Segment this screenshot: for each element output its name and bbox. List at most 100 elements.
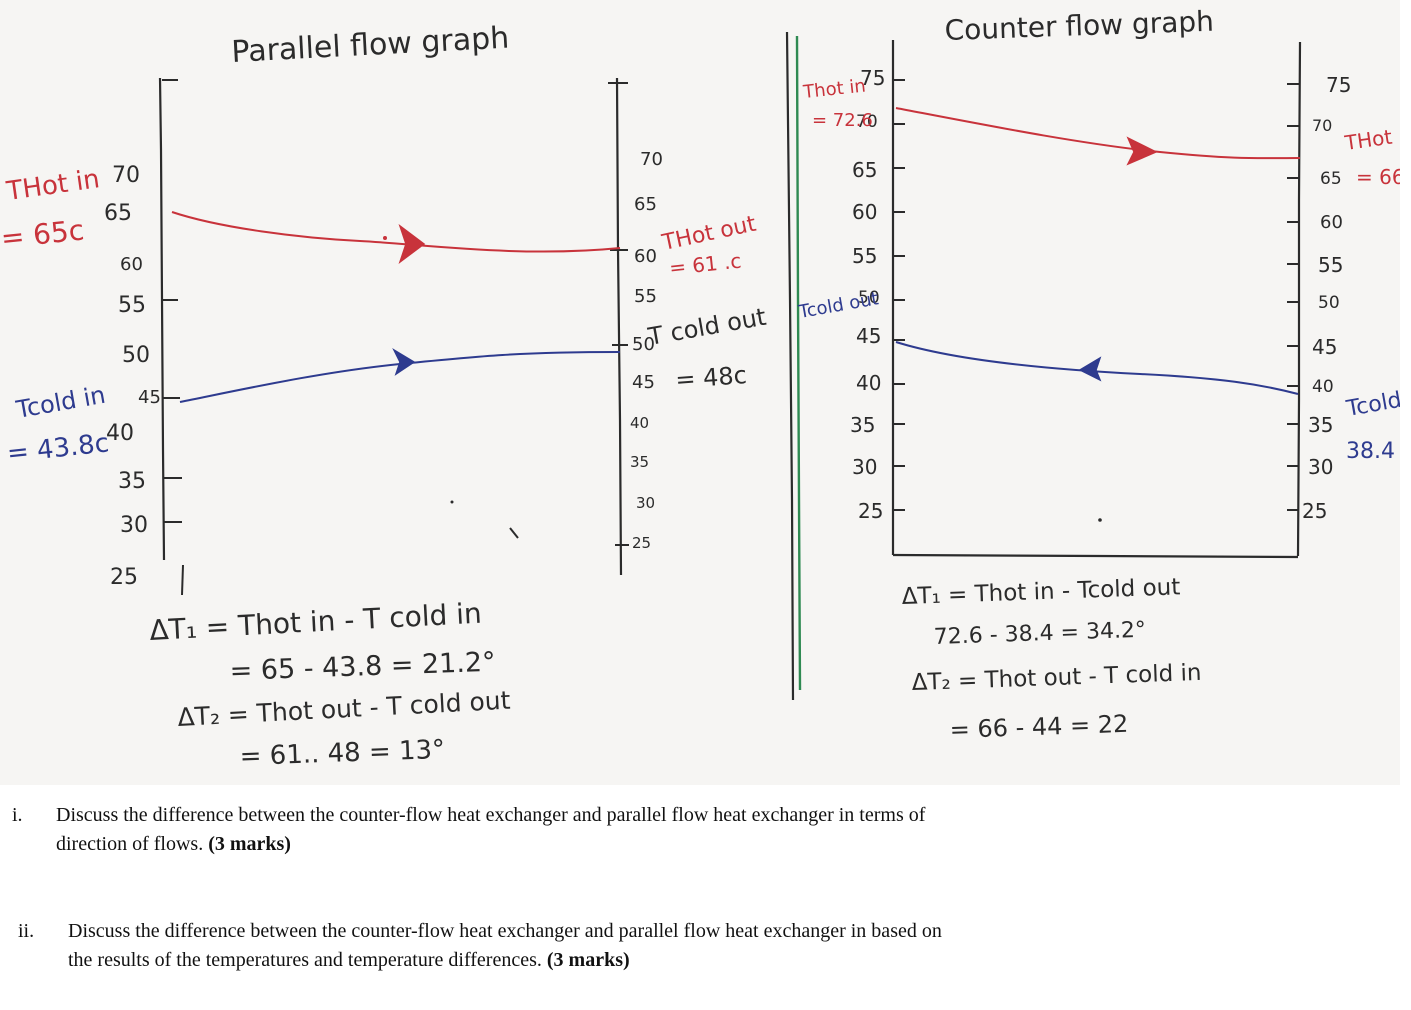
- parallel-right-tick: 35: [630, 453, 649, 471]
- counter-left-tick: 70: [856, 112, 878, 132]
- divider-line: [785, 31, 795, 701]
- counter-right-tick: 30: [1308, 455, 1333, 479]
- counter-right-tick: 70: [1312, 116, 1332, 135]
- counter-thot-in-label: Thot in: [801, 76, 866, 104]
- counter-tcold-in-label: Tcold: [1344, 388, 1400, 422]
- parallel-calc-line: ΔT₂ = Thot out - T cold out: [177, 686, 511, 732]
- parallel-tcold-in-value: = 43.8c: [6, 428, 111, 469]
- counter-left-tick: 55: [852, 244, 877, 268]
- counter-left-tick: 25: [858, 499, 883, 523]
- parallel-tcold-in-label: Tcold in: [13, 381, 107, 424]
- parallel-tcold-out-value: = 48c: [674, 361, 747, 394]
- counter-right-tick: 65: [1320, 169, 1342, 189]
- counter-right-tick: 45: [1312, 335, 1337, 359]
- counter-left-tick: 75: [860, 66, 885, 90]
- counter-calc-line: ΔT₁ = Thot in - Tcold out: [901, 574, 1180, 610]
- parallel-left-tick: 70: [112, 163, 140, 188]
- parallel-right-tick: 50: [632, 334, 655, 355]
- parallel-right-tick: 55: [634, 286, 657, 307]
- parallel-right-axis: [615, 77, 623, 576]
- parallel-calculation: ΔT₁ = Thot in - T cold in = 65 - 43.8 = …: [149, 597, 512, 772]
- counter-left-tick: 30: [852, 455, 877, 479]
- stray-mark: [383, 236, 387, 240]
- parallel-right-tickmarks: [608, 82, 629, 546]
- counter-thot-out-value: = 66: [1356, 165, 1400, 189]
- counter-flow-graph: Counter flow graph: [796, 5, 1400, 744]
- counter-right-tick: 60: [1320, 212, 1343, 233]
- parallel-calc-line: = 61.. 48 = 13°: [239, 735, 445, 772]
- counter-left-tick: 50: [858, 288, 880, 308]
- parallel-tcold-out-label: T cold out: [645, 303, 768, 351]
- counter-tcold-in-value: 38.4: [1346, 439, 1395, 464]
- parallel-left-tick: 60: [120, 254, 143, 275]
- counter-right-tick-labels: 75 70 65 60 55 50 45 40 35 30 25: [1302, 73, 1351, 523]
- parallel-left-tick: 55: [118, 293, 146, 318]
- parallel-right-tick: 40: [630, 414, 649, 432]
- parallel-right-tick: 25: [632, 534, 651, 552]
- parallel-left-tick-labels: 70 65 60 55 50 45 40 35 30 25: [104, 163, 161, 590]
- question-number: i.: [12, 804, 23, 826]
- parallel-calc-line: ΔT₁ = Thot in - T cold in: [149, 597, 483, 647]
- handwritten-photo: Parallel flow graph 70 65 60 55 50 45: [0, 0, 1400, 785]
- counter-hot-arrow: [1126, 136, 1158, 166]
- parallel-right-tick-labels: 70 65 60 55 50 45 40 35 30 25: [630, 149, 663, 552]
- parallel-hot-arrow: [398, 223, 426, 265]
- counter-left-tick: 60: [852, 200, 877, 224]
- counter-right-tick: 40: [1312, 377, 1334, 397]
- parallel-thot-in-label: THot in: [4, 164, 102, 207]
- question-text: Discuss the difference between the count…: [68, 920, 942, 971]
- parallel-right-tick: 70: [640, 149, 663, 170]
- counter-right-tick: 55: [1318, 253, 1343, 277]
- parallel-hot-line: [171, 211, 621, 253]
- parallel-left-tick: 35: [118, 469, 146, 494]
- stray-mark: [450, 500, 454, 504]
- counter-thot-in-value: = 72.6: [812, 110, 873, 131]
- parallel-right-tick: 45: [632, 372, 655, 393]
- counter-calculation: ΔT₁ = Thot in - Tcold out 72.6 - 38.4 = …: [901, 574, 1202, 744]
- parallel-left-tick: 30: [120, 513, 148, 538]
- counter-calc-line: 72.6 - 38.4 = 34.2°: [933, 618, 1146, 650]
- parallel-right-tick: 60: [634, 246, 657, 267]
- counter-tcold-out-label: Tcold out: [796, 288, 880, 323]
- parallel-bottom-axis: [181, 564, 184, 596]
- counter-bottom-axis: [892, 553, 1299, 559]
- counter-calc-line: ΔT₂ = Thot out - T cold in: [911, 660, 1202, 696]
- parallel-cold-arrow: [392, 348, 416, 376]
- counter-right-tick: 50: [1318, 293, 1340, 313]
- counter-right-tick: 35: [1308, 413, 1333, 437]
- parallel-left-tickmarks: [162, 79, 182, 523]
- question-marks: (3 marks): [208, 833, 291, 855]
- question-number: ii.: [18, 920, 35, 942]
- parallel-right-tick: 30: [636, 494, 655, 512]
- divider-line-green: [795, 35, 802, 691]
- counter-right-tick: 75: [1326, 73, 1351, 97]
- counter-left-tick: 45: [856, 324, 881, 348]
- question-text: Discuss the difference between the count…: [56, 804, 926, 855]
- counter-left-tick-labels: 75 70 65 60 55 50 45 40 35 30 25: [850, 66, 885, 523]
- counter-hot-line: [895, 107, 1301, 160]
- parallel-thot-in-value: = 65c: [0, 213, 86, 255]
- parallel-left-axis: [158, 77, 166, 561]
- parallel-thot-out-value: = 61 .c: [668, 249, 742, 280]
- counter-cold-arrow: [1078, 356, 1102, 382]
- parallel-left-tick: 65: [104, 201, 132, 226]
- parallel-calc-line: = 65 - 43.8 = 21.2°: [229, 647, 496, 687]
- counter-left-tick: 65: [852, 158, 877, 182]
- parallel-left-tick: 45: [138, 387, 161, 408]
- counter-left-tick: 35: [850, 413, 875, 437]
- parallel-left-tick: 40: [106, 421, 134, 446]
- counter-left-tick: 40: [856, 371, 881, 395]
- stray-mark: [509, 527, 519, 539]
- parallel-thot-out-label: THot out: [659, 212, 759, 257]
- stray-mark: [1098, 518, 1102, 522]
- counter-calc-line: = 66 - 44 = 22: [949, 710, 1129, 744]
- counter-cold-line: [895, 341, 1299, 395]
- parallel-flow-graph: Parallel flow graph 70 65 60 55 50 45: [0, 20, 768, 772]
- counter-right-axis: [1296, 41, 1302, 557]
- counter-right-tickmarks: [1287, 83, 1299, 511]
- counter-right-tick: 25: [1302, 499, 1327, 523]
- parallel-left-tick: 50: [122, 343, 150, 368]
- counter-title: Counter flow graph: [944, 5, 1214, 47]
- parallel-left-tick: 25: [110, 565, 138, 590]
- counter-thot-out-label: THot: [1342, 125, 1393, 156]
